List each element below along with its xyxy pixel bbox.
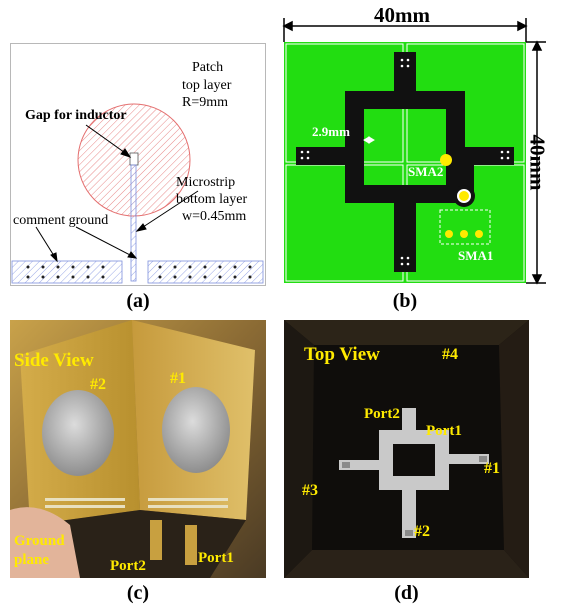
top-view-title: Top View [304, 344, 380, 365]
sma1-pad-left [445, 230, 453, 238]
microstrip-line [130, 164, 137, 282]
face1-label-d: #1 [484, 460, 500, 477]
caption-c: (c) [126, 582, 150, 604]
face4-label: #4 [442, 346, 458, 363]
sma2-label: SMA2 [408, 164, 444, 179]
port2-label-d: Port2 [364, 406, 400, 422]
microstrip-label: Microstrip [176, 175, 236, 190]
patch-label: Patch [192, 60, 224, 75]
face3-label: #3 [302, 482, 318, 499]
panel-d-photo: Top View #4 Port2 Port1 #1 #3 #2 [284, 320, 529, 578]
microstrip-layer-label: bottom layer [176, 192, 248, 207]
caption-a: (a) [126, 290, 150, 312]
feed-network-trace [296, 52, 514, 272]
gap-label: Gap for inductor [25, 108, 127, 123]
left-patch-disk [42, 390, 114, 476]
microstrip-width-label: w=0.45mm [182, 209, 247, 224]
panel-c-photo: Side View #2 #1 Ground plane Port2 Port1 [10, 320, 266, 578]
plane-label-c: plane [14, 552, 50, 568]
side-view-photo [10, 320, 266, 578]
ground-right [147, 260, 264, 284]
sma2-pad [440, 154, 452, 166]
board-width-label: 40mm [374, 3, 430, 27]
port1-label-d: Port1 [426, 423, 462, 439]
pcb-layout-diagram [282, 18, 546, 285]
board-height-label: 40mm [525, 134, 550, 191]
ground-label: comment ground [13, 213, 109, 228]
caption-d: (d) [394, 582, 419, 604]
panel-b: 40mm 40mm 2.9mm SMA2 SMA1 [278, 0, 561, 290]
side-view-title: Side View [14, 350, 94, 371]
ground-left [11, 260, 123, 284]
face2-label: #2 [90, 376, 106, 393]
face2-label-d: #2 [414, 523, 430, 540]
sma1-pad-right [475, 230, 483, 238]
caption-b: (b) [392, 290, 418, 312]
gap-dimension-label: 2.9mm [312, 124, 350, 139]
port1-label-c: Port1 [198, 550, 234, 566]
sma1-pad-mid [460, 230, 468, 238]
ground-label-c: Ground [14, 533, 65, 549]
inductor-gap [129, 152, 139, 166]
face1-label: #1 [170, 370, 186, 387]
panel-a: Patch top layer R=9mm Gap for inductor M… [10, 43, 266, 286]
sma1-center-pad [457, 189, 471, 203]
patch-layer-label: top layer [182, 78, 232, 93]
patch-radius-label: R=9mm [182, 95, 229, 110]
sma1-label: SMA1 [458, 248, 494, 263]
right-patch-disk [162, 387, 230, 473]
port2-label-c: Port2 [110, 558, 146, 574]
feed-network-metal [339, 408, 489, 538]
antenna-layout-diagram [10, 43, 266, 286]
top-view-photo [284, 320, 529, 578]
